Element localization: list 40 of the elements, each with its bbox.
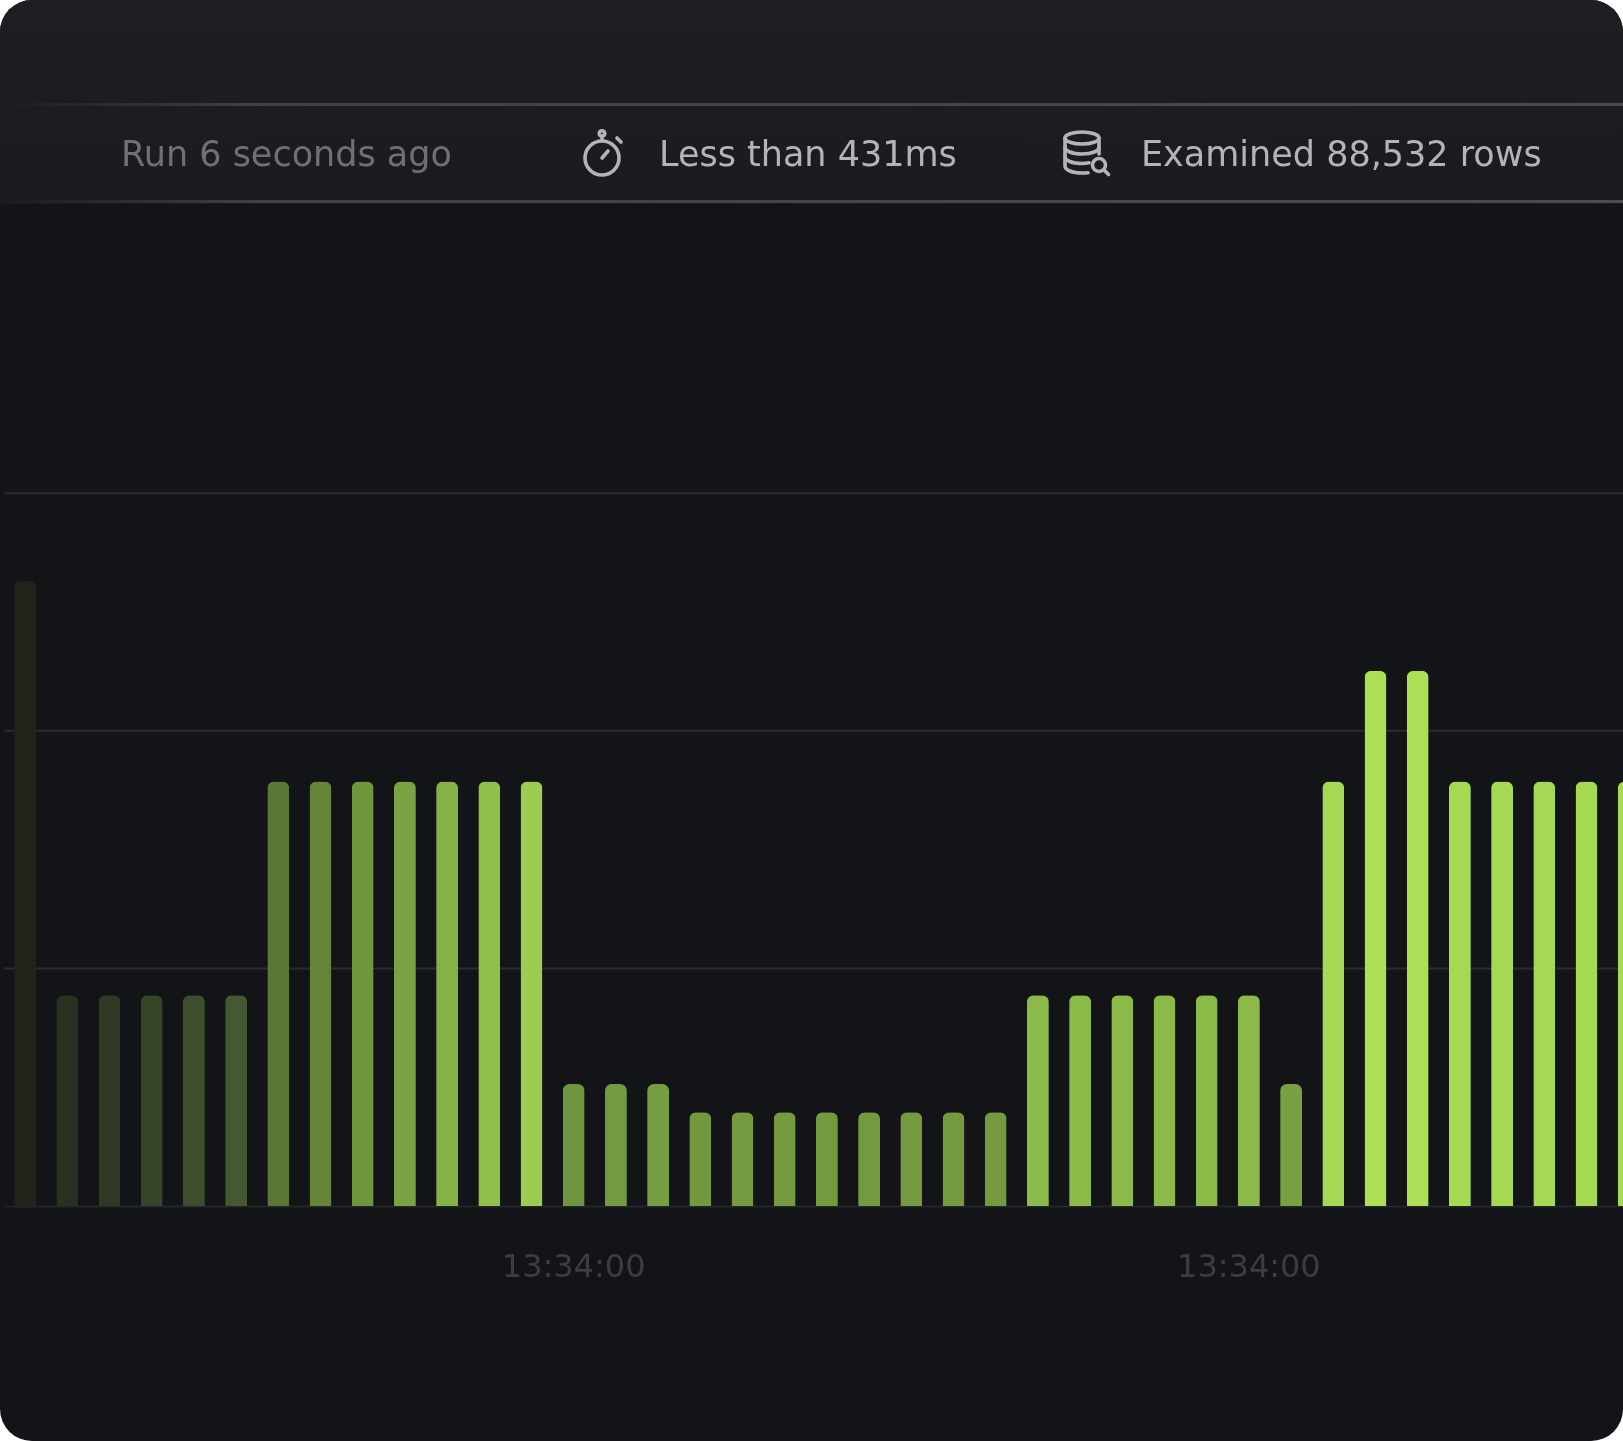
bar: [562, 1084, 585, 1206]
bar: [942, 1112, 965, 1206]
bar: [1237, 995, 1260, 1206]
bar: [1533, 781, 1556, 1206]
bar: [1280, 1084, 1303, 1206]
bar: [267, 781, 290, 1206]
bar: [182, 995, 205, 1206]
bar: [393, 781, 416, 1206]
bar: [900, 1112, 923, 1206]
bar: [1406, 670, 1429, 1206]
bar: [1026, 995, 1049, 1206]
bar: [984, 1112, 1007, 1206]
bar: [815, 1112, 838, 1206]
bar: [98, 995, 121, 1206]
bar: [436, 781, 459, 1206]
bar: [14, 580, 37, 1206]
bar: [1448, 781, 1471, 1206]
bar: [1195, 995, 1218, 1206]
bar: [351, 781, 374, 1206]
bar: [604, 1084, 627, 1206]
bar: [773, 1112, 796, 1206]
bar: [858, 1112, 881, 1206]
bar: [1153, 995, 1176, 1206]
bar: [1111, 995, 1134, 1206]
bar: [647, 1084, 670, 1206]
text: Less than 431ms: [659, 132, 957, 176]
text: Examined 88,532 rows: [1141, 132, 1542, 176]
bar: [689, 1112, 712, 1206]
bar: [309, 781, 332, 1206]
bar: [225, 995, 248, 1206]
bar: [731, 1112, 754, 1206]
bar: [1069, 995, 1092, 1206]
bar: [1575, 781, 1598, 1206]
bar: [478, 781, 501, 1206]
text: Run 6 seconds ago: [121, 132, 452, 176]
bar: [1491, 781, 1514, 1206]
bar: [1322, 781, 1345, 1206]
bar: [140, 995, 163, 1206]
bar: [1364, 670, 1387, 1206]
bar: [520, 781, 543, 1206]
